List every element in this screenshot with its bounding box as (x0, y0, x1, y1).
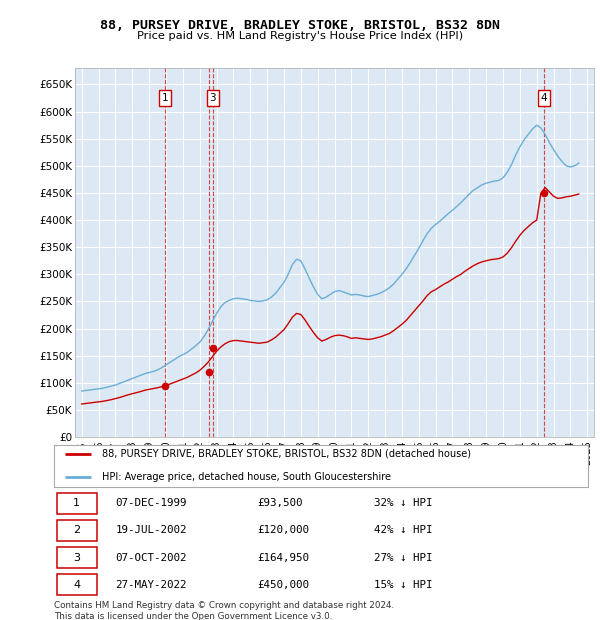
Text: 42% ↓ HPI: 42% ↓ HPI (374, 526, 433, 536)
Text: 88, PURSEY DRIVE, BRADLEY STOKE, BRISTOL, BS32 8DN (detached house): 88, PURSEY DRIVE, BRADLEY STOKE, BRISTOL… (102, 449, 471, 459)
Text: 88, PURSEY DRIVE, BRADLEY STOKE, BRISTOL, BS32 8DN: 88, PURSEY DRIVE, BRADLEY STOKE, BRISTOL… (100, 19, 500, 32)
Text: 1: 1 (161, 93, 168, 103)
Text: 2: 2 (73, 526, 80, 536)
FancyBboxPatch shape (56, 520, 97, 541)
Text: 3: 3 (209, 93, 216, 103)
Text: 27-MAY-2022: 27-MAY-2022 (115, 580, 187, 590)
Text: 4: 4 (541, 93, 547, 103)
FancyBboxPatch shape (56, 547, 97, 568)
Text: 4: 4 (73, 580, 80, 590)
Text: £164,950: £164,950 (257, 552, 309, 562)
Text: Price paid vs. HM Land Registry's House Price Index (HPI): Price paid vs. HM Land Registry's House … (137, 31, 463, 41)
Text: £120,000: £120,000 (257, 526, 309, 536)
FancyBboxPatch shape (56, 574, 97, 595)
Text: 27% ↓ HPI: 27% ↓ HPI (374, 552, 433, 562)
Text: Contains HM Land Registry data © Crown copyright and database right 2024.
This d: Contains HM Land Registry data © Crown c… (54, 601, 394, 620)
Text: 1: 1 (73, 498, 80, 508)
Text: HPI: Average price, detached house, South Gloucestershire: HPI: Average price, detached house, Sout… (102, 472, 391, 482)
Text: 19-JUL-2002: 19-JUL-2002 (115, 526, 187, 536)
Text: 32% ↓ HPI: 32% ↓ HPI (374, 498, 433, 508)
Text: 07-OCT-2002: 07-OCT-2002 (115, 552, 187, 562)
Text: 15% ↓ HPI: 15% ↓ HPI (374, 580, 433, 590)
Text: £93,500: £93,500 (257, 498, 302, 508)
FancyBboxPatch shape (56, 493, 97, 513)
Text: 07-DEC-1999: 07-DEC-1999 (115, 498, 187, 508)
Text: £450,000: £450,000 (257, 580, 309, 590)
Text: 3: 3 (73, 552, 80, 562)
